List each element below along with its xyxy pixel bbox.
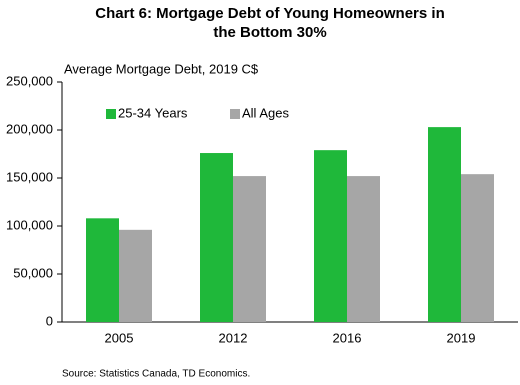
bar: [119, 229, 152, 322]
legend-swatch: [106, 109, 116, 119]
bar: [428, 127, 461, 323]
bar: [200, 153, 233, 322]
y-tick-label: 150,000: [6, 169, 53, 184]
x-tick-label: 2005: [105, 330, 134, 345]
legend-swatch: [230, 109, 240, 119]
bar: [347, 176, 380, 322]
x-tick-label: 2016: [333, 330, 362, 345]
source-note: Source: Statistics Canada, TD Economics.: [62, 369, 250, 380]
bar: [314, 150, 347, 322]
y-axis-label: Average Mortgage Debt, 2019 C$: [64, 61, 259, 76]
bar: [86, 218, 119, 322]
x-tick-label: 2019: [447, 330, 476, 345]
legend-label: 25-34 Years: [118, 105, 188, 120]
chart-title: Chart 6: Mortgage Debt of Young Homeowne…: [95, 5, 445, 41]
legend-label: All Ages: [242, 105, 289, 120]
x-tick-label: 2012: [219, 330, 248, 345]
y-tick-label: 250,000: [6, 73, 53, 88]
bar: [233, 176, 266, 322]
bar: [461, 174, 494, 322]
y-tick-label: 100,000: [6, 217, 53, 232]
y-tick-label: 200,000: [6, 121, 53, 136]
y-tick-label: 50,000: [13, 265, 53, 280]
y-tick-label: 0: [46, 313, 53, 328]
